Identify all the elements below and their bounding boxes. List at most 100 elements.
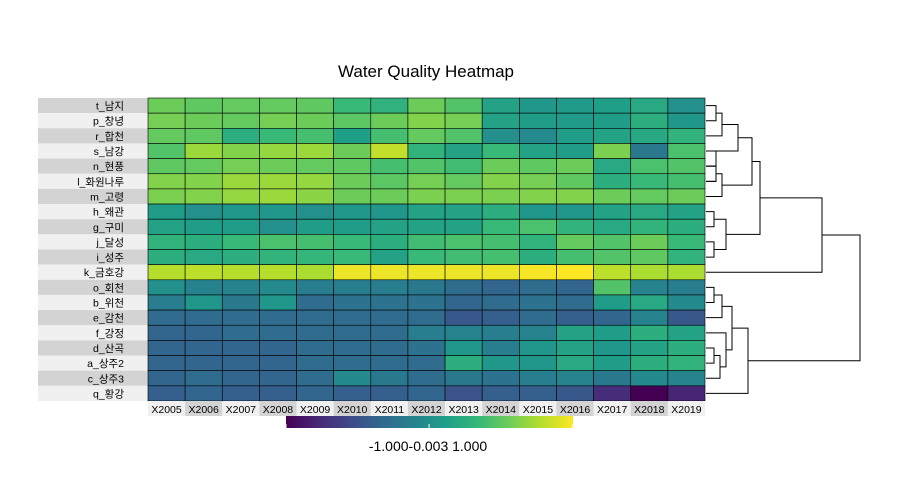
heatmap-cell (296, 158, 334, 175)
row-label: m_고령 (90, 191, 124, 203)
dendrogram-branch (706, 241, 715, 258)
heatmap-cell (444, 97, 483, 114)
heatmap-cell (556, 203, 594, 220)
heatmap-cell (333, 203, 372, 220)
heatmap-cell (519, 97, 557, 114)
heatmap-cell (556, 218, 594, 235)
heatmap-cell (481, 97, 520, 114)
heatmap-cell (407, 355, 446, 371)
heatmap-cells (147, 97, 706, 402)
heatmap-cell (556, 249, 594, 265)
heatmap-cell (259, 324, 297, 341)
heatmap-cell (221, 309, 260, 326)
heatmap-cell (221, 264, 260, 281)
heatmap-cell (407, 370, 446, 387)
heatmap-cell (630, 385, 669, 402)
heatmap-cell (221, 385, 260, 402)
heatmap-cell (630, 112, 669, 129)
dendrogram-branch (726, 160, 761, 235)
heatmap-cell (184, 249, 223, 265)
heatmap-cell (221, 234, 260, 250)
heatmap-cell (259, 355, 297, 371)
heatmap-cell (147, 370, 186, 387)
column-label: X2012 (411, 404, 442, 416)
heatmap-cell (519, 385, 557, 402)
heatmap-cell (147, 128, 186, 144)
heatmap-cell (333, 234, 372, 250)
dendrogram-branch (722, 137, 753, 186)
heatmap-cell (296, 188, 334, 205)
column-label: X2019 (671, 404, 702, 416)
heatmap-cell (519, 264, 557, 281)
heatmap-cell (593, 385, 632, 402)
row-label-bg (38, 113, 148, 129)
heatmap-cell (333, 385, 372, 402)
column-label-bg (445, 401, 483, 416)
heatmap-cell (147, 188, 186, 205)
heatmap-cell (481, 355, 520, 371)
colorbar-tick-label: -1.000 (369, 438, 409, 454)
heatmap-cell (184, 385, 223, 402)
heatmap-cell (593, 294, 632, 311)
heatmap-cell (184, 264, 223, 281)
heatmap-cell (184, 173, 223, 190)
heatmap-cell (481, 294, 520, 311)
heatmap-cell (444, 218, 483, 235)
heatmap-cell (630, 188, 669, 205)
heatmap-cell (519, 324, 557, 341)
column-label-bg (222, 401, 260, 416)
row-label-bg (38, 385, 148, 401)
heatmap-cell (184, 309, 223, 326)
heatmap-cell (221, 279, 260, 296)
heatmap-cell (221, 97, 260, 114)
heatmap-cell (333, 97, 372, 114)
colorbar-labels: -1.000-0.003 1.000 (369, 438, 488, 454)
row-label: p_창녕 (93, 116, 124, 128)
heatmap-cell (556, 143, 594, 159)
heatmap-cell (296, 128, 334, 144)
row-label-bg (38, 143, 148, 159)
heatmap-cell (556, 370, 594, 387)
heatmap-cell (630, 143, 669, 159)
heatmap-cell (333, 112, 372, 129)
heatmap-cell (296, 234, 334, 250)
column-label-bg (667, 401, 705, 416)
column-label: X2005 (151, 404, 182, 416)
row-dendrogram (706, 105, 861, 394)
heatmap-cell (221, 355, 260, 371)
heatmap-cell (370, 324, 409, 341)
heatmap-cell (630, 203, 669, 220)
heatmap-cell (593, 203, 632, 220)
heatmap-cell (407, 324, 446, 341)
heatmap-cell (519, 188, 557, 205)
heatmap-cell (593, 264, 632, 281)
heatmap-cell (221, 173, 260, 190)
heatmap-cell (333, 264, 372, 281)
row-label-bg (38, 325, 148, 341)
heatmap-cell (370, 249, 409, 265)
heatmap-cell (593, 128, 632, 144)
heatmap-cell (444, 173, 483, 190)
heatmap-cell (667, 112, 706, 129)
heatmap-cell (296, 294, 334, 311)
row-label: h_왜관 (93, 207, 124, 219)
heatmap-cell (519, 128, 557, 144)
heatmap-cell (519, 279, 557, 296)
heatmap-cell (667, 143, 706, 159)
heatmap-cell (667, 340, 706, 356)
heatmap-cell (556, 279, 594, 296)
heatmap-cell (147, 143, 186, 159)
dendrogram-branch (706, 165, 717, 182)
heatmap-cell (370, 385, 409, 402)
heatmap-cell (630, 324, 669, 341)
heatmap-cell (407, 158, 446, 175)
heatmap-cell (184, 370, 223, 387)
column-label-bg (296, 401, 334, 416)
heatmap-cell (221, 188, 260, 205)
column-label-bg (185, 401, 223, 416)
heatmap-cell (296, 340, 334, 356)
heatmap-cell (147, 249, 186, 265)
heatmap-cell (370, 128, 409, 144)
heatmap-cell (296, 249, 334, 265)
